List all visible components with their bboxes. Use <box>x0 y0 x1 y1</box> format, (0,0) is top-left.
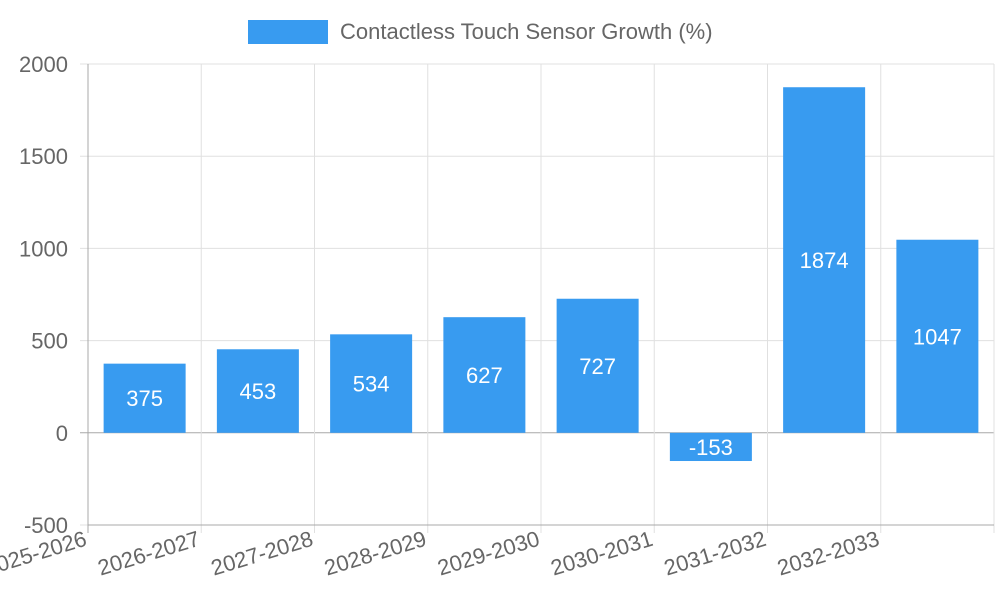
legend[interactable]: Contactless Touch Sensor Growth (%) <box>248 19 713 44</box>
bar-value-label: -153 <box>689 435 733 460</box>
x-tick-label: 2032-2033 <box>774 526 882 581</box>
bar[interactable] <box>443 317 526 433</box>
y-tick-label: 1500 <box>19 144 68 169</box>
bar-value-label: 534 <box>353 372 390 397</box>
x-tick-label: 2026-2027 <box>95 526 203 581</box>
x-tick-label: 2028-2029 <box>321 526 429 581</box>
y-tick-label: 1000 <box>19 236 68 261</box>
x-tick-label: 2031-2032 <box>661 526 769 581</box>
x-tick-label: 2027-2028 <box>208 526 316 581</box>
legend-label[interactable]: Contactless Touch Sensor Growth (%) <box>340 19 713 44</box>
legend-swatch[interactable] <box>248 20 328 44</box>
x-tick-label: 2029-2030 <box>435 526 543 581</box>
bar-value-label: 1874 <box>800 248 849 273</box>
bar-value-label: 727 <box>579 354 616 379</box>
bar[interactable] <box>330 334 413 433</box>
bar[interactable] <box>669 432 752 462</box>
y-tick-label: -500 <box>24 513 68 538</box>
y-tick-label: 0 <box>56 421 68 446</box>
data-labels: 375 453 534 627 727 -153 1874 1047 <box>126 248 962 460</box>
bar[interactable] <box>783 87 866 433</box>
bar-value-label: 1047 <box>913 324 962 349</box>
y-tick-label: 2000 <box>19 52 68 77</box>
bar-value-label: 375 <box>126 386 163 411</box>
bar[interactable] <box>216 349 299 433</box>
x-tick-label: 2030-2031 <box>548 526 656 581</box>
bar-value-label: 453 <box>240 379 277 404</box>
bar-value-label: 627 <box>466 363 503 388</box>
bars <box>103 87 979 462</box>
y-tick-label: 500 <box>31 329 68 354</box>
bar[interactable] <box>896 239 979 433</box>
bar[interactable] <box>556 298 639 433</box>
bar[interactable] <box>103 363 186 433</box>
